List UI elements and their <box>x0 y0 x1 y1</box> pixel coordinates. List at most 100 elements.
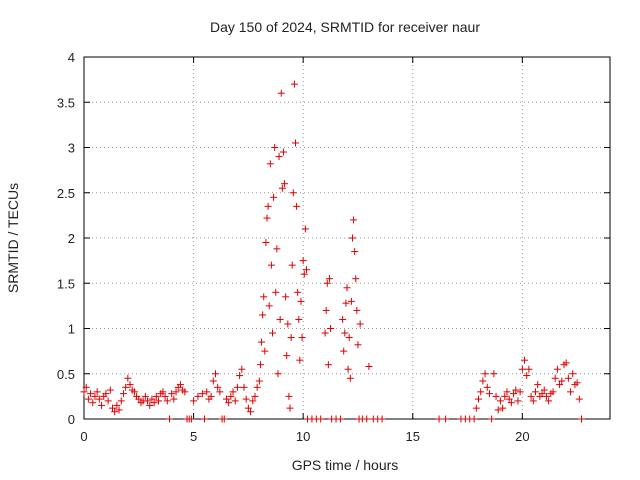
y-tick-label: 1 <box>68 322 75 337</box>
data-point <box>490 370 498 378</box>
data-point <box>115 406 123 414</box>
data-point <box>293 202 301 210</box>
data-point <box>518 365 526 373</box>
data-point <box>236 372 244 380</box>
data-point <box>87 390 95 398</box>
data-point <box>510 390 518 398</box>
data-point <box>287 334 295 342</box>
data-point <box>534 381 542 389</box>
y-tick-label: 0.5 <box>57 367 75 382</box>
x-tick-label: 20 <box>515 429 529 444</box>
data-point <box>168 390 176 398</box>
y-tick-label: 1.5 <box>57 276 75 291</box>
data-point <box>238 365 246 373</box>
data-point <box>340 347 348 355</box>
data-point <box>222 395 230 403</box>
data-point <box>351 248 359 256</box>
data-point <box>322 306 330 314</box>
data-point <box>273 245 281 253</box>
data-point <box>113 401 121 409</box>
data-point <box>194 392 202 400</box>
data-point <box>233 383 241 391</box>
data-point <box>573 379 581 387</box>
data-point <box>295 315 303 323</box>
data-point <box>122 383 130 391</box>
data-point <box>354 341 362 349</box>
data-point <box>342 299 350 307</box>
data-point <box>275 153 283 161</box>
data-point <box>477 388 485 396</box>
data-point <box>567 388 575 396</box>
data-point <box>146 401 154 409</box>
data-point <box>556 381 564 389</box>
data-point <box>299 257 307 265</box>
data-point <box>507 399 515 407</box>
data-point <box>551 374 559 382</box>
data-point <box>521 356 529 364</box>
data-point <box>209 377 217 385</box>
data-point <box>545 397 553 405</box>
data-point <box>300 270 308 278</box>
data-point <box>172 388 180 396</box>
data-point <box>98 401 106 409</box>
data-point <box>284 320 292 328</box>
data-point <box>135 395 143 403</box>
data-point <box>527 392 535 400</box>
data-point <box>95 395 103 403</box>
data-point <box>343 284 351 292</box>
data-point <box>288 261 296 269</box>
data-point <box>271 144 279 151</box>
tick-marks <box>83 56 610 420</box>
data-point <box>264 202 272 210</box>
data-point <box>296 356 304 364</box>
data-point <box>126 381 134 389</box>
grid <box>84 57 610 419</box>
data-point <box>187 415 195 423</box>
data-point <box>525 365 533 373</box>
data-point <box>298 334 306 342</box>
data-point <box>276 315 284 323</box>
data-point <box>255 377 263 385</box>
data-point <box>201 415 209 423</box>
data-point <box>294 288 302 296</box>
data-point <box>251 392 259 400</box>
data-point <box>323 279 331 287</box>
data-point <box>163 397 171 405</box>
data-point <box>291 139 299 147</box>
data-point <box>289 189 297 197</box>
data-point <box>260 293 268 301</box>
data-point <box>472 404 480 412</box>
data-point <box>344 365 352 373</box>
data-point <box>442 415 450 423</box>
data-point <box>102 390 110 398</box>
data-point <box>475 395 482 403</box>
data-point <box>285 392 293 400</box>
data-point <box>327 325 335 332</box>
data-point <box>181 388 189 396</box>
data-points <box>80 80 586 423</box>
data-point <box>104 397 112 405</box>
data-point <box>176 381 184 389</box>
data-point <box>365 363 373 371</box>
data-point <box>290 80 298 88</box>
data-point <box>227 392 235 400</box>
data-point <box>558 377 566 385</box>
data-point <box>106 386 114 394</box>
data-point <box>479 377 487 385</box>
data-point <box>82 383 90 391</box>
data-point <box>345 334 353 342</box>
data-point <box>514 397 522 405</box>
data-point <box>503 388 511 396</box>
data-point <box>325 275 333 283</box>
data-point <box>485 390 493 398</box>
data-point <box>165 415 173 423</box>
y-axis-label: SRMTID / TECUs <box>5 183 21 293</box>
data-point <box>91 392 99 400</box>
data-point <box>542 392 550 400</box>
data-point <box>117 397 125 405</box>
data-point <box>258 338 266 346</box>
data-point <box>562 359 570 367</box>
data-point <box>119 390 127 398</box>
data-point <box>244 404 252 412</box>
data-point <box>124 374 132 382</box>
